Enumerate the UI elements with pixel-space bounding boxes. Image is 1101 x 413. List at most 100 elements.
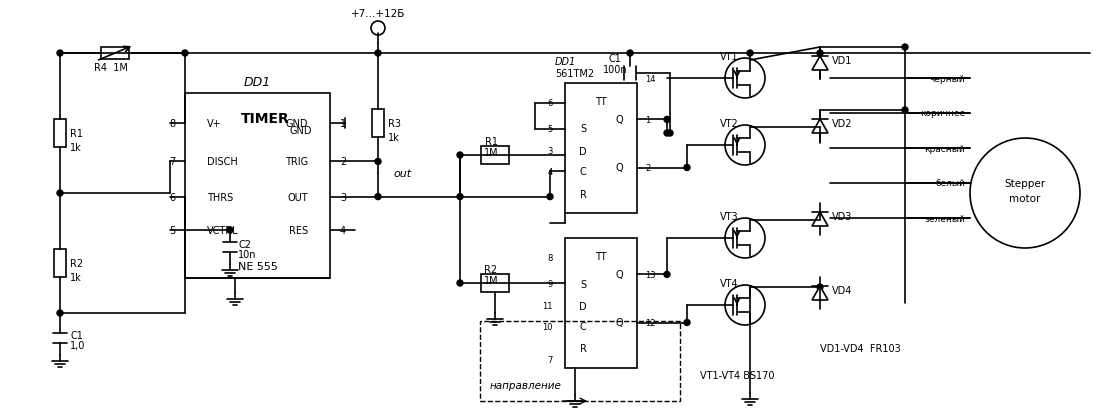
Circle shape <box>371 22 385 36</box>
Text: белый: белый <box>935 179 964 188</box>
Text: NE 555: NE 555 <box>238 261 277 271</box>
Circle shape <box>667 131 673 137</box>
Circle shape <box>817 51 824 57</box>
Text: V+: V+ <box>207 118 221 128</box>
Text: 3: 3 <box>340 192 346 202</box>
Text: +7...+12Б: +7...+12Б <box>351 9 405 19</box>
Text: Q̄: Q̄ <box>615 318 623 328</box>
Text: VCTRL: VCTRL <box>207 225 239 235</box>
Circle shape <box>684 165 690 171</box>
Circle shape <box>817 125 824 131</box>
Text: красный: красный <box>924 144 964 153</box>
Bar <box>185 94 330 278</box>
Text: 1M: 1M <box>483 275 499 285</box>
Text: TT: TT <box>596 97 607 107</box>
Text: 14: 14 <box>645 74 655 83</box>
Circle shape <box>457 153 464 159</box>
Text: VD3: VD3 <box>832 211 852 221</box>
Circle shape <box>817 218 824 223</box>
Circle shape <box>57 51 63 57</box>
Text: 12: 12 <box>645 318 655 327</box>
Text: 4: 4 <box>340 225 346 235</box>
Circle shape <box>375 194 381 200</box>
Text: DISCH: DISCH <box>207 157 238 167</box>
Circle shape <box>227 227 233 233</box>
Text: VT1-VT4 BS170: VT1-VT4 BS170 <box>700 370 774 380</box>
Text: VD4: VD4 <box>832 285 852 295</box>
Text: 8: 8 <box>168 118 175 128</box>
Text: GND: GND <box>285 118 308 128</box>
Text: VT4: VT4 <box>720 278 739 288</box>
Text: R: R <box>579 344 587 354</box>
Text: VT1: VT1 <box>720 52 739 62</box>
Text: GND: GND <box>290 126 313 136</box>
Circle shape <box>970 139 1080 248</box>
Text: 4: 4 <box>548 168 553 176</box>
Text: out: out <box>393 169 411 178</box>
Polygon shape <box>813 212 828 226</box>
Text: VD1: VD1 <box>832 56 852 66</box>
Text: 1: 1 <box>340 118 346 128</box>
Circle shape <box>724 59 765 99</box>
Text: 8: 8 <box>547 254 553 262</box>
Text: TIMER: TIMER <box>240 112 290 126</box>
Circle shape <box>902 108 908 114</box>
Circle shape <box>375 51 381 57</box>
Text: RES: RES <box>288 225 308 235</box>
Circle shape <box>724 126 765 166</box>
Polygon shape <box>813 286 828 300</box>
Circle shape <box>457 280 464 286</box>
Text: 13: 13 <box>645 270 655 279</box>
Text: 1k: 1k <box>388 133 400 142</box>
Text: D: D <box>579 301 587 311</box>
Circle shape <box>684 320 690 326</box>
Text: R3: R3 <box>388 119 401 129</box>
Text: 561TM2: 561TM2 <box>555 69 595 79</box>
Text: Q: Q <box>615 270 623 280</box>
Bar <box>372 110 384 138</box>
Text: VT2: VT2 <box>720 119 739 129</box>
Circle shape <box>664 117 671 123</box>
Text: R2: R2 <box>70 259 83 268</box>
Text: Q̄: Q̄ <box>615 163 623 173</box>
Text: 3: 3 <box>547 147 553 156</box>
Text: 10n: 10n <box>238 249 257 259</box>
Text: 7: 7 <box>547 356 553 365</box>
Text: направление: направление <box>490 380 562 390</box>
Text: 5: 5 <box>548 125 553 134</box>
Text: 1,0: 1,0 <box>70 340 86 350</box>
Text: THRS: THRS <box>207 192 233 202</box>
Text: 1k: 1k <box>70 272 81 282</box>
Bar <box>565 238 637 368</box>
Text: R1: R1 <box>70 129 83 139</box>
Text: VD2: VD2 <box>832 119 852 129</box>
Bar <box>565 84 637 214</box>
Text: 100n: 100n <box>602 65 628 75</box>
Bar <box>54 249 66 277</box>
Text: 5: 5 <box>168 225 175 235</box>
Polygon shape <box>813 57 828 71</box>
Text: DD1: DD1 <box>555 57 576 67</box>
Polygon shape <box>813 120 828 134</box>
Bar <box>481 274 509 292</box>
Text: 7: 7 <box>168 157 175 167</box>
Circle shape <box>547 194 553 200</box>
Text: C: C <box>579 322 587 332</box>
Circle shape <box>57 310 63 316</box>
Circle shape <box>664 131 671 137</box>
Text: Q: Q <box>615 115 623 125</box>
Circle shape <box>375 159 381 165</box>
Text: TT: TT <box>596 252 607 261</box>
Text: Stepper: Stepper <box>1004 178 1046 189</box>
Text: TRIG: TRIG <box>285 157 308 167</box>
Text: 2: 2 <box>340 157 346 167</box>
Text: 2: 2 <box>645 164 651 173</box>
Text: R4  1M: R4 1M <box>94 63 128 73</box>
Circle shape <box>746 51 753 57</box>
Text: 6: 6 <box>168 192 175 202</box>
Text: C1: C1 <box>609 54 621 64</box>
Text: R2: R2 <box>484 264 498 274</box>
Circle shape <box>664 272 671 278</box>
Text: 6: 6 <box>547 99 553 108</box>
Text: VT3: VT3 <box>720 211 739 221</box>
